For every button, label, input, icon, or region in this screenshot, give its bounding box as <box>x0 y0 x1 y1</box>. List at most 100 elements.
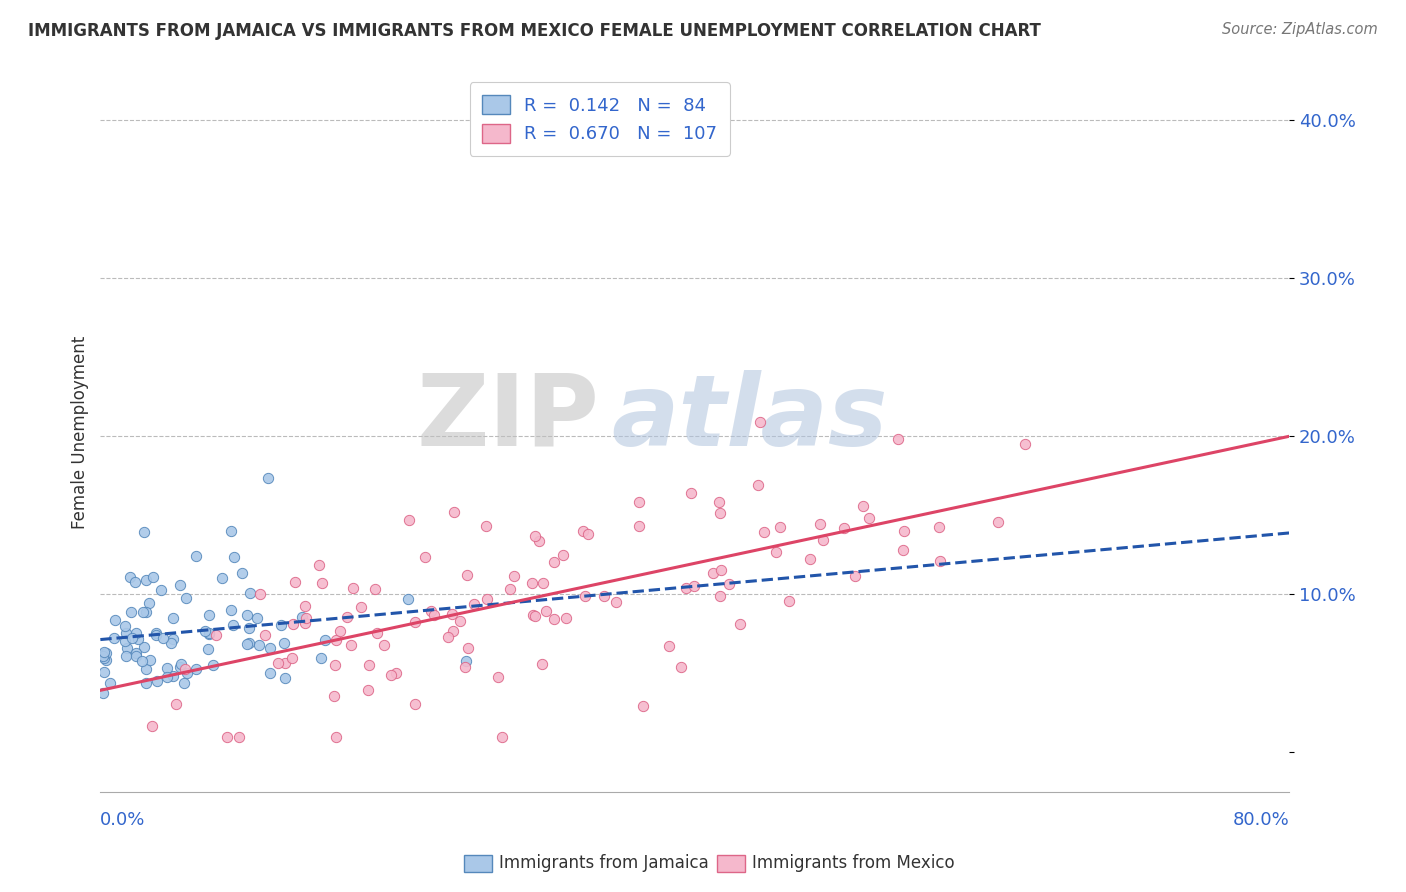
Point <box>404 615 426 630</box>
Point <box>176 666 198 681</box>
Point <box>162 632 184 646</box>
Point <box>311 576 333 591</box>
Point <box>325 730 347 744</box>
Point <box>340 638 363 652</box>
Point <box>524 529 547 543</box>
Point <box>709 589 731 603</box>
Point <box>125 648 148 663</box>
Point <box>270 617 292 632</box>
Point <box>125 646 148 660</box>
Point <box>145 626 167 640</box>
Point <box>752 525 775 540</box>
Point <box>259 665 281 680</box>
Point <box>675 582 697 596</box>
Text: Source: ZipAtlas.com: Source: ZipAtlas.com <box>1222 22 1378 37</box>
Point <box>832 521 855 535</box>
Point <box>747 477 769 491</box>
Point <box>475 591 498 606</box>
Text: atlas: atlas <box>612 369 889 467</box>
Point <box>491 730 513 744</box>
Point <box>238 636 260 650</box>
Point <box>186 663 208 677</box>
Text: IMMIGRANTS FROM JAMAICA VS IMMIGRANTS FROM MEXICO FEMALE UNEMPLOYMENT CORRELATIO: IMMIGRANTS FROM JAMAICA VS IMMIGRANTS FR… <box>28 22 1040 40</box>
Point <box>281 651 304 665</box>
Point <box>173 676 195 690</box>
Point <box>115 648 138 663</box>
Point <box>456 568 478 582</box>
Point <box>844 568 866 582</box>
Point <box>221 618 243 632</box>
Point <box>499 582 522 596</box>
Point <box>284 574 307 589</box>
Point <box>125 626 148 640</box>
Point <box>808 516 831 531</box>
Point <box>146 674 169 689</box>
Point <box>249 587 271 601</box>
Point <box>256 470 278 484</box>
Point <box>325 633 347 648</box>
Point <box>396 592 419 607</box>
Point <box>449 614 471 628</box>
Point <box>503 569 526 583</box>
Point <box>671 660 693 674</box>
Point <box>364 582 387 596</box>
Point <box>551 549 574 563</box>
Point <box>236 637 259 651</box>
Point <box>858 510 880 524</box>
Point <box>93 665 115 680</box>
Point <box>309 650 332 665</box>
Point <box>228 730 250 744</box>
Text: 0.0%: 0.0% <box>100 811 146 829</box>
Point <box>415 550 437 565</box>
Point <box>132 605 155 619</box>
Point <box>198 626 221 640</box>
Point <box>852 499 875 513</box>
Y-axis label: Female Unemployment: Female Unemployment <box>72 335 89 529</box>
Point <box>593 589 616 603</box>
Point <box>658 639 681 653</box>
Point <box>135 573 157 587</box>
Point <box>709 506 731 520</box>
Point <box>928 520 950 534</box>
Point <box>139 653 162 667</box>
Point <box>115 625 138 640</box>
Point <box>94 653 117 667</box>
Point <box>135 605 157 619</box>
Point <box>404 698 426 712</box>
Point <box>769 520 792 534</box>
Point <box>576 527 599 541</box>
Point <box>274 671 297 685</box>
Point <box>169 657 191 672</box>
Point <box>357 657 380 672</box>
Point <box>274 657 297 671</box>
Point <box>91 649 114 664</box>
Point <box>169 660 191 674</box>
Point <box>93 651 115 665</box>
Point <box>283 616 305 631</box>
Point <box>165 697 187 711</box>
Point <box>419 604 441 618</box>
Point <box>443 505 465 519</box>
Point <box>204 628 226 642</box>
Point <box>127 632 149 646</box>
Point <box>543 612 565 626</box>
Point <box>160 636 183 650</box>
Point <box>131 654 153 668</box>
Point <box>141 719 163 733</box>
Point <box>156 670 179 684</box>
Point <box>132 524 155 539</box>
Point <box>120 605 142 619</box>
Point <box>246 611 269 625</box>
Point <box>169 578 191 592</box>
Point <box>219 524 242 539</box>
Point <box>259 641 281 656</box>
Point <box>308 558 330 573</box>
Point <box>115 640 138 655</box>
Point <box>531 657 554 672</box>
Point <box>145 628 167 642</box>
Point <box>929 554 952 568</box>
Point <box>486 670 509 684</box>
Point <box>893 524 915 538</box>
Point <box>238 621 260 635</box>
Point <box>366 626 388 640</box>
